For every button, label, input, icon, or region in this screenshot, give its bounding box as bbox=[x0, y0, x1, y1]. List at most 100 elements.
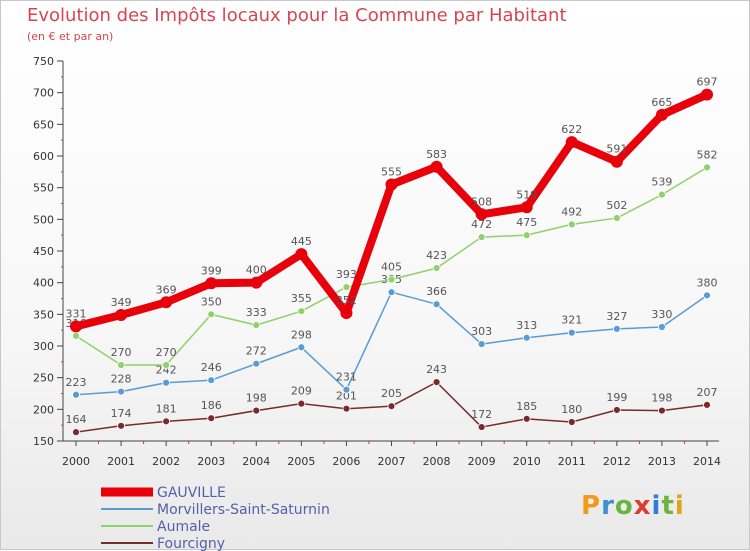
data-point bbox=[522, 414, 531, 423]
y-tick-label: 250 bbox=[33, 372, 54, 385]
data-point bbox=[162, 417, 171, 426]
data-label: 303 bbox=[471, 325, 492, 338]
data-point bbox=[250, 276, 263, 289]
data-point bbox=[297, 343, 306, 352]
data-label: 198 bbox=[246, 392, 267, 405]
data-point bbox=[432, 264, 441, 273]
data-label: 321 bbox=[561, 314, 582, 327]
data-point bbox=[477, 340, 486, 349]
data-label: 181 bbox=[156, 402, 177, 415]
data-label: 313 bbox=[516, 319, 537, 332]
data-label: 502 bbox=[606, 199, 627, 212]
y-tick-label: 650 bbox=[33, 118, 54, 131]
data-point bbox=[162, 378, 171, 387]
data-label: 350 bbox=[201, 295, 222, 308]
data-point bbox=[297, 307, 306, 316]
data-point bbox=[207, 310, 216, 319]
data-label: 423 bbox=[426, 249, 447, 262]
data-point bbox=[703, 291, 711, 300]
data-point bbox=[117, 387, 125, 396]
chart-title: Evolution des Impôts locaux pour la Comm… bbox=[27, 5, 567, 26]
data-label: 665 bbox=[651, 96, 672, 109]
data-label: 223 bbox=[66, 376, 87, 389]
logo-letter: r bbox=[601, 491, 615, 521]
logo-letter: o bbox=[614, 491, 634, 521]
data-point bbox=[432, 300, 441, 309]
data-label: 199 bbox=[606, 391, 627, 404]
data-point bbox=[160, 296, 173, 309]
data-point bbox=[387, 275, 396, 284]
data-point bbox=[342, 283, 351, 292]
data-point bbox=[475, 208, 488, 221]
data-label: 333 bbox=[246, 306, 267, 319]
data-label: 539 bbox=[651, 176, 672, 189]
data-label: 272 bbox=[246, 345, 267, 358]
data-label: 246 bbox=[201, 361, 222, 374]
data-point bbox=[387, 402, 396, 411]
data-point bbox=[207, 414, 216, 423]
data-label: 399 bbox=[201, 264, 222, 277]
data-label: 330 bbox=[651, 308, 672, 321]
legend-label: GAUVILLE bbox=[157, 485, 226, 501]
data-label: 349 bbox=[111, 296, 132, 309]
data-point bbox=[252, 359, 261, 368]
data-point bbox=[477, 233, 486, 241]
data-point bbox=[297, 399, 306, 408]
data-point bbox=[703, 400, 711, 409]
data-label: 242 bbox=[156, 364, 177, 377]
x-tick-label: 2004 bbox=[242, 455, 270, 468]
logo-letter: i bbox=[651, 491, 662, 521]
data-point bbox=[342, 404, 351, 413]
data-label: 622 bbox=[561, 123, 582, 136]
data-point bbox=[612, 406, 621, 414]
logo-letter: i bbox=[674, 491, 685, 521]
data-point bbox=[252, 406, 261, 415]
series-morvillers-saint-saturnin: 2232282422462722982313853663033133213273… bbox=[66, 273, 718, 399]
data-label: 327 bbox=[606, 310, 627, 323]
y-tick-label: 300 bbox=[33, 340, 54, 353]
data-point bbox=[295, 248, 308, 261]
data-label: 591 bbox=[606, 143, 627, 156]
logo-letter: P bbox=[581, 491, 602, 521]
data-label: 228 bbox=[111, 373, 132, 386]
data-point bbox=[430, 160, 443, 173]
data-label: 186 bbox=[201, 399, 222, 412]
data-label: 583 bbox=[426, 148, 447, 161]
data-label: 172 bbox=[471, 408, 492, 421]
x-tick-label: 2007 bbox=[378, 455, 406, 468]
data-label: 508 bbox=[471, 195, 492, 208]
data-point bbox=[252, 321, 261, 330]
x-tick-label: 2011 bbox=[558, 455, 586, 468]
x-tick-label: 2006 bbox=[332, 455, 360, 468]
y-tick-label: 500 bbox=[33, 213, 54, 226]
y-tick-label: 550 bbox=[33, 182, 54, 195]
data-label: 380 bbox=[697, 276, 718, 289]
data-point bbox=[567, 220, 576, 229]
y-tick-label: 350 bbox=[33, 308, 54, 321]
y-tick-label: 750 bbox=[33, 55, 54, 68]
data-label: 164 bbox=[66, 413, 87, 426]
data-point bbox=[655, 108, 668, 121]
data-point bbox=[658, 323, 666, 331]
legend: GAUVILLEMorvillers-Saint-SaturninAumaleF… bbox=[101, 485, 330, 551]
chart-subtitle: (en € et par an) bbox=[27, 30, 114, 43]
data-label: 231 bbox=[336, 371, 357, 384]
data-point bbox=[658, 190, 666, 199]
data-point bbox=[115, 308, 128, 321]
data-point bbox=[612, 214, 621, 222]
data-point bbox=[522, 333, 531, 342]
data-point bbox=[520, 201, 533, 214]
data-label: 185 bbox=[516, 400, 537, 413]
data-point bbox=[565, 136, 578, 149]
y-tick-label: 400 bbox=[33, 277, 54, 290]
data-label: 472 bbox=[471, 218, 492, 231]
data-label: 582 bbox=[697, 148, 718, 161]
data-point bbox=[658, 406, 666, 415]
data-label: 201 bbox=[336, 390, 357, 403]
x-tick-label: 2000 bbox=[62, 455, 90, 468]
data-label: 174 bbox=[111, 407, 132, 420]
data-label: 298 bbox=[291, 328, 312, 341]
data-point bbox=[72, 428, 80, 437]
data-label: 243 bbox=[426, 363, 447, 376]
